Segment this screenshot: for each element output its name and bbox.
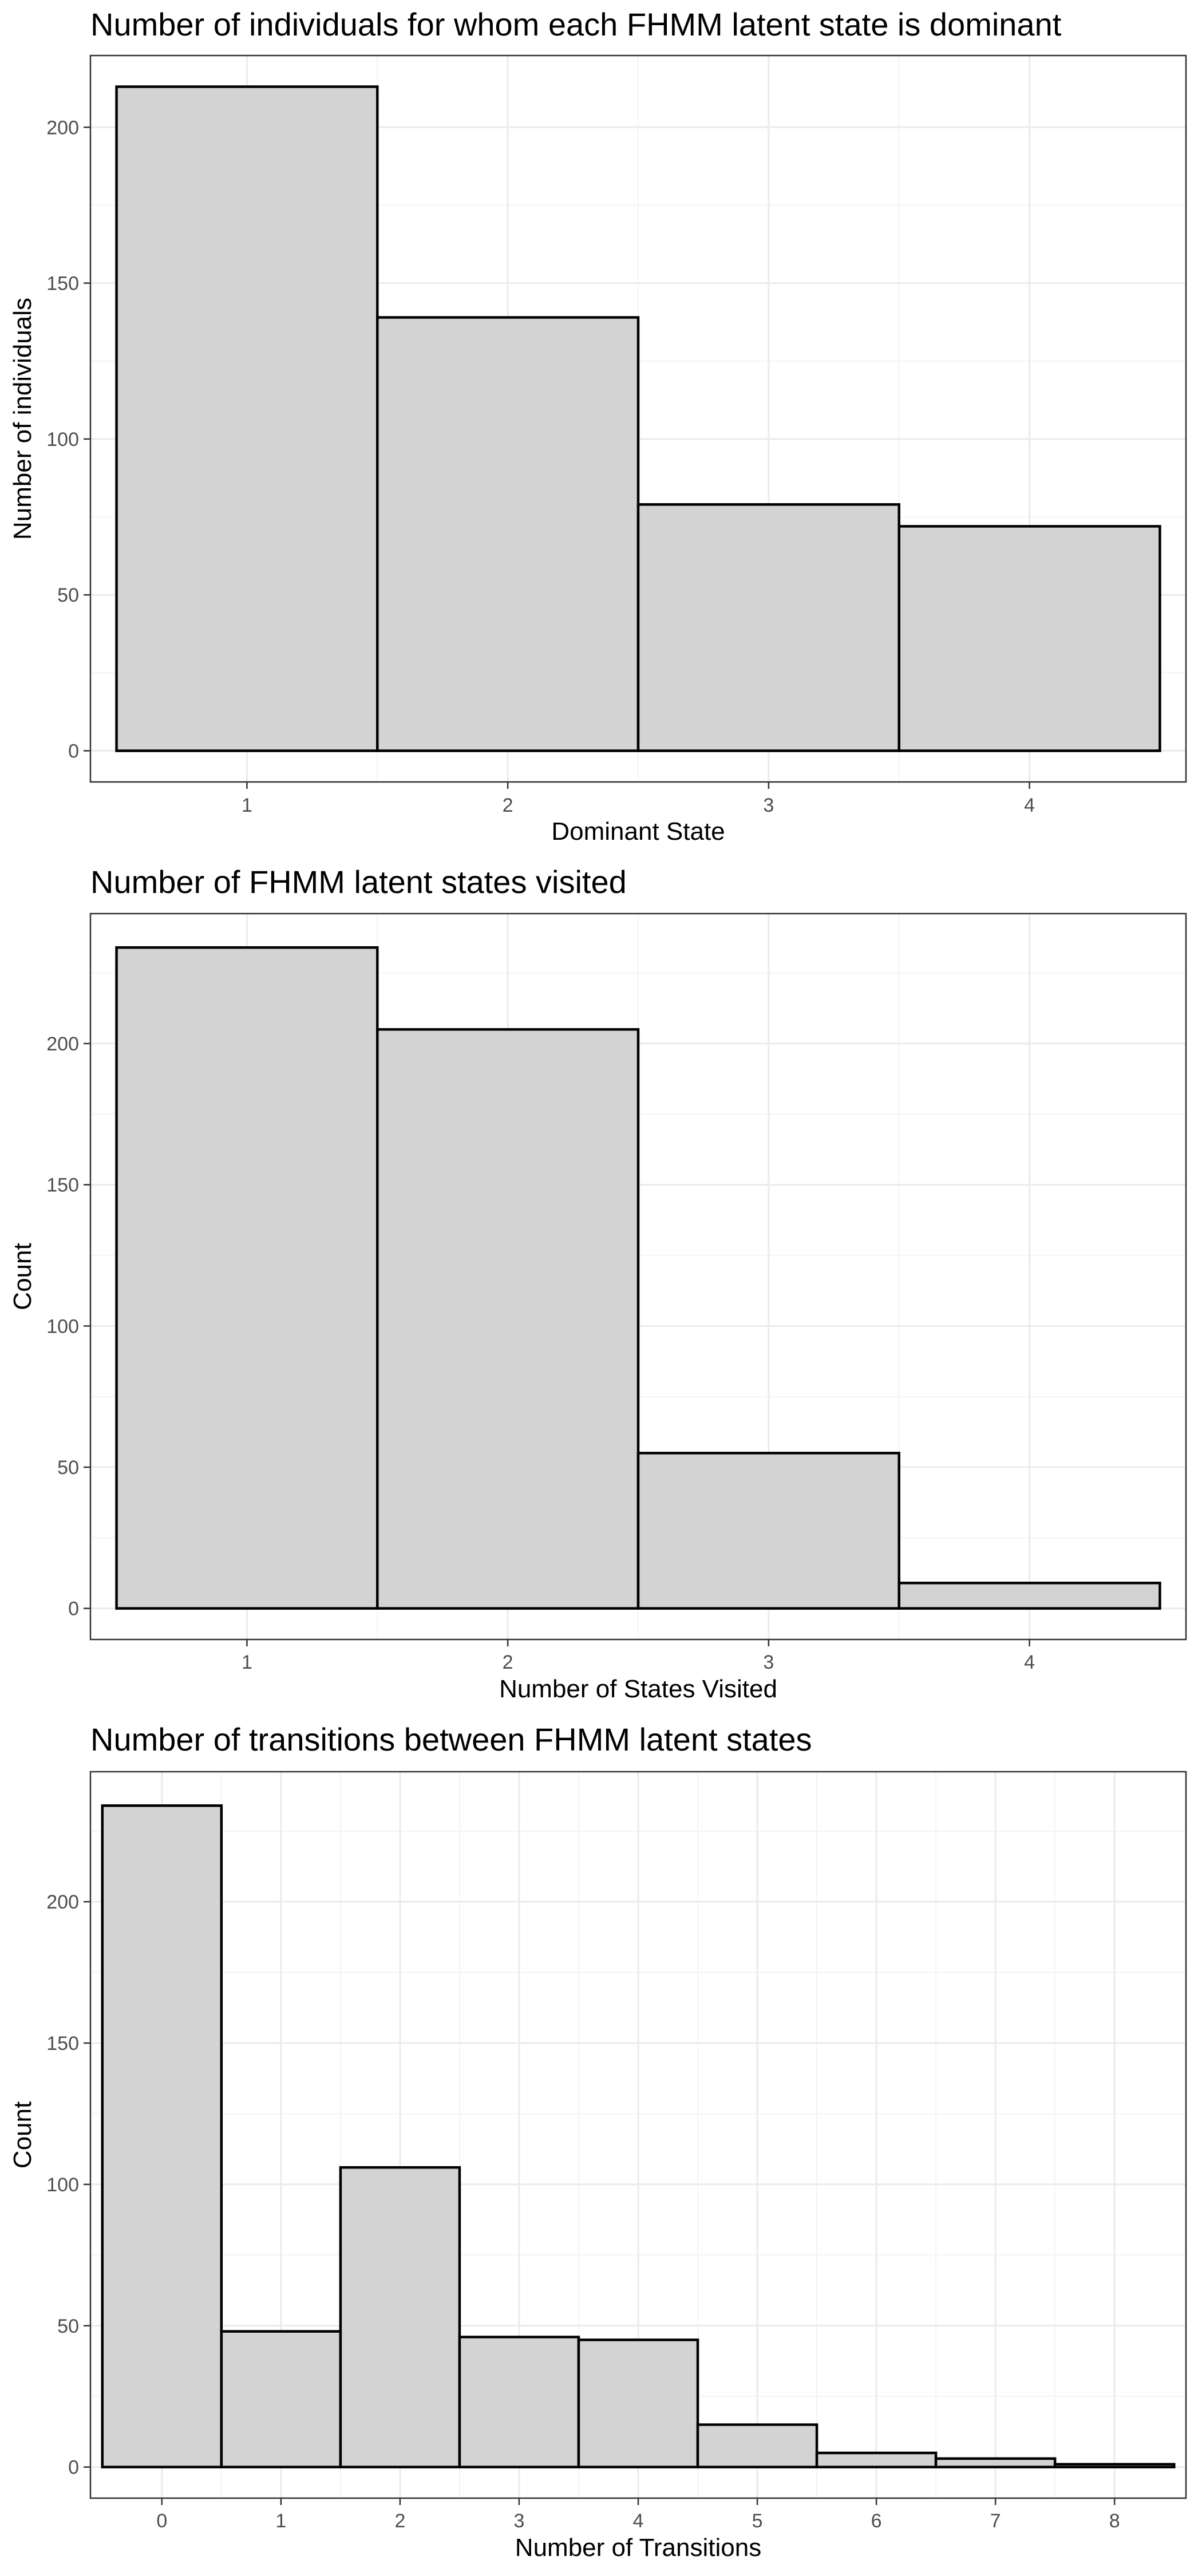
x-tick-label: 8 bbox=[1109, 2510, 1120, 2532]
x-tick-label: 2 bbox=[503, 1652, 513, 1673]
y-tick-label: 0 bbox=[68, 1598, 79, 1620]
x-tick-label: 4 bbox=[1024, 1652, 1035, 1673]
x-tick-label: 5 bbox=[752, 2510, 763, 2532]
x-tick-label: 4 bbox=[633, 2510, 644, 2532]
chart-title: Number of transitions between FHMM laten… bbox=[90, 1721, 812, 1757]
panel-border bbox=[89, 912, 1187, 1641]
x-tick-label: 2 bbox=[394, 2510, 405, 2532]
bar-4 bbox=[577, 2338, 699, 2468]
bar-1 bbox=[115, 85, 379, 752]
bar-6 bbox=[815, 2451, 938, 2468]
x-tick-label: 2 bbox=[503, 795, 513, 816]
x-tick-label: 4 bbox=[1024, 795, 1035, 816]
y-tick-label: 200 bbox=[46, 1033, 79, 1055]
x-axis-title: Number of States Visited bbox=[499, 1675, 777, 1703]
y-tick-label: 0 bbox=[68, 2457, 79, 2479]
bar-3 bbox=[458, 2336, 580, 2468]
bar-1 bbox=[115, 946, 379, 1610]
x-axis-title: Dominant State bbox=[551, 817, 725, 846]
y-axis-title: Count bbox=[9, 2101, 37, 2168]
y-axis-title: Number of individuals bbox=[9, 298, 37, 540]
y-tick-label: 50 bbox=[57, 2316, 79, 2337]
bar-2 bbox=[376, 1028, 640, 1610]
x-tick-label: 6 bbox=[871, 2510, 882, 2532]
y-tick-label: 50 bbox=[57, 584, 79, 606]
y-tick-label: 0 bbox=[68, 741, 79, 762]
bar-2 bbox=[376, 316, 640, 752]
x-tick-label: 1 bbox=[275, 2510, 286, 2532]
bar-7 bbox=[934, 2457, 1057, 2468]
chart-panel-1: 0 50 100 150 200 1 2 3 4 Number of individuals fo… bbox=[9, 6, 1187, 846]
chart-panel-3: 0 50 100 150 200 0 1 2 3 4 5 6 7 8 Number of transitio… bbox=[9, 1721, 1187, 2562]
y-tick-label: 50 bbox=[57, 1457, 79, 1479]
bar-0 bbox=[101, 1804, 223, 2468]
bar-4 bbox=[897, 1582, 1161, 1610]
y-tick-label: 100 bbox=[46, 1315, 79, 1337]
x-tick-label: 1 bbox=[242, 1652, 252, 1673]
x-tick-label: 3 bbox=[763, 1652, 774, 1673]
bar-1 bbox=[220, 2330, 342, 2468]
y-tick-label: 200 bbox=[46, 1891, 79, 1913]
bar-4 bbox=[897, 525, 1161, 752]
y-tick-label: 100 bbox=[46, 2174, 79, 2196]
chart-title: Number of FHMM latent states visited bbox=[90, 864, 627, 900]
x-tick-label: 7 bbox=[990, 2510, 1001, 2532]
y-tick-label: 150 bbox=[46, 1175, 79, 1196]
y-axis-title: Count bbox=[9, 1243, 37, 1310]
bar-8 bbox=[1053, 2463, 1176, 2468]
bar-3 bbox=[636, 503, 900, 752]
y-tick-label: 100 bbox=[46, 429, 79, 451]
x-tick-label: 1 bbox=[242, 795, 252, 816]
x-tick-label: 3 bbox=[763, 795, 774, 816]
bar-5 bbox=[696, 2423, 819, 2468]
x-tick-label: 0 bbox=[156, 2510, 167, 2532]
y-tick-label: 150 bbox=[46, 2033, 79, 2055]
panel-border bbox=[89, 54, 1187, 783]
chart-panel-2: 0 50 100 150 200 1 2 3 4 Number of FHMM latent st… bbox=[9, 864, 1187, 1703]
bar-3 bbox=[636, 1452, 900, 1610]
x-axis-title: Number of Transitions bbox=[515, 2534, 761, 2562]
y-tick-label: 200 bbox=[46, 117, 79, 139]
y-tick-label: 150 bbox=[46, 273, 79, 295]
x-tick-label: 3 bbox=[513, 2510, 524, 2532]
bar-2 bbox=[339, 2166, 461, 2468]
chart-title: Number of individuals for whom each FHMM… bbox=[90, 6, 1062, 42]
